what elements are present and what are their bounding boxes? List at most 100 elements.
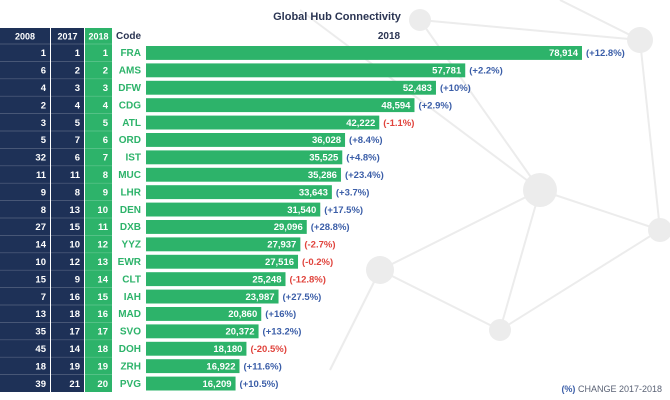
rank-2017-DOH: 14 — [69, 344, 80, 355]
bar-ATL — [146, 115, 380, 130]
value-label-CLT: 25,248 — [252, 274, 281, 285]
value-label-ATL: 42,222 — [346, 118, 375, 129]
bar-MAD — [146, 307, 262, 321]
bar-PVG — [146, 376, 236, 391]
rank-2017-EWR: 12 — [69, 257, 80, 268]
code-DOH: DOH — [119, 344, 141, 355]
change-label-CDG: (+2.9%) — [418, 100, 452, 111]
change-label-SVO: (+13.2%) — [263, 327, 302, 338]
rank-2018-EWR: 13 — [97, 257, 108, 268]
rank-2008-MUC: 11 — [36, 170, 47, 181]
code-IAH: IAH — [124, 292, 141, 303]
change-label-ORD: (+8.4%) — [349, 135, 383, 146]
value-label-EWR: 27,516 — [265, 257, 294, 268]
rank-2018-MUC: 8 — [103, 170, 108, 181]
change-label-FRA: (+12.8%) — [586, 48, 625, 59]
value-label-MAD: 20,860 — [228, 309, 257, 320]
rank-2008-LHR: 9 — [41, 187, 46, 198]
rank-2017-FRA: 1 — [75, 48, 81, 59]
rank-2008-CLT: 15 — [35, 274, 46, 285]
code-DXB: DXB — [120, 222, 141, 233]
change-label-MAD: (+16%) — [265, 309, 296, 320]
rank-2018-SVO: 17 — [97, 327, 108, 338]
rank-2008-DOH: 45 — [35, 344, 46, 355]
code-EWR: EWR — [118, 257, 142, 268]
code-LHR: LHR — [120, 187, 141, 198]
rank-2008-MAD: 13 — [35, 309, 46, 320]
bar-DXB — [146, 220, 307, 234]
rank-2017-ORD: 7 — [75, 135, 80, 146]
bar-SVO — [146, 324, 259, 339]
rank-2008-DXB: 27 — [35, 222, 46, 233]
value-label-DXB: 29,096 — [274, 222, 303, 233]
code-ATL: ATL — [122, 118, 141, 129]
rank-2017-CDG: 4 — [75, 100, 81, 111]
rank-2017-SVO: 17 — [69, 327, 80, 338]
rank-2017-LHR: 8 — [75, 187, 80, 198]
bar-CLT — [146, 272, 286, 287]
rank-2018-LHR: 9 — [103, 187, 108, 198]
legend-pct-label: (%) — [561, 384, 576, 394]
change-label-ATL: (-1.1%) — [383, 118, 414, 129]
code-AMS: AMS — [119, 66, 142, 77]
rank-2018-FRA: 1 — [103, 48, 109, 59]
change-label-IST: (+4.8%) — [346, 153, 380, 164]
rank-2017-ZRH: 19 — [69, 361, 80, 372]
change-label-EWR: (-0.2%) — [302, 257, 333, 268]
change-label-ZRH: (+11.6%) — [243, 361, 281, 372]
rank-2018-CLT: 14 — [97, 274, 108, 285]
rank-2018-DOH: 18 — [97, 344, 108, 355]
rank-2018-MAD: 16 — [97, 309, 108, 320]
value-label-MUC: 35,286 — [308, 170, 337, 181]
rank-2018-DEN: 10 — [97, 205, 108, 216]
value-label-CDG: 48,594 — [381, 100, 411, 111]
change-label-DXB: (+28.8%) — [311, 222, 350, 233]
rank-2018-IST: 7 — [103, 153, 108, 164]
change-label-DOH: (-20.5%) — [250, 344, 286, 355]
code-ORD: ORD — [119, 135, 141, 146]
change-label-LHR: (+3.7%) — [336, 187, 370, 198]
rank-2008-SVO: 35 — [35, 327, 46, 338]
rank-2017-MAD: 18 — [69, 309, 80, 320]
bar-AMS — [146, 63, 466, 78]
bar-DOH — [146, 341, 247, 356]
rank-2017-AMS: 2 — [75, 66, 80, 77]
value-label-FRA: 78,914 — [549, 48, 579, 59]
change-label-AMS: (+2.2%) — [469, 66, 503, 77]
value-label-ZRH: 16,922 — [206, 361, 235, 372]
bar-EWR — [146, 254, 299, 269]
rank-2008-YYZ: 14 — [35, 240, 46, 251]
rank-2008-ORD: 5 — [41, 135, 47, 146]
year-label: 2018 — [378, 31, 401, 42]
code-YYZ: YYZ — [122, 240, 141, 251]
value-label-IST: 35,525 — [309, 153, 339, 164]
rank-2008-PVG: 39 — [35, 379, 46, 390]
bar-YYZ — [146, 237, 301, 252]
value-label-DEN: 31,540 — [287, 205, 316, 216]
rank-2017-IAH: 16 — [69, 292, 80, 303]
rank-2018-IAH: 15 — [97, 292, 108, 303]
value-label-PVG: 16,209 — [202, 379, 231, 390]
change-label-DEN: (+17.5%) — [324, 205, 363, 216]
bar-IAH — [146, 289, 279, 304]
rank-2017-YYZ: 10 — [69, 240, 80, 251]
code-DEN: DEN — [120, 205, 141, 216]
rank-2008-DEN: 8 — [41, 205, 46, 216]
rank-2018-CDG: 4 — [103, 100, 109, 111]
code-FRA: FRA — [120, 48, 141, 59]
code-column-header: Code — [116, 31, 141, 42]
bar-ORD — [146, 133, 346, 147]
code-MUC: MUC — [118, 170, 141, 181]
rank-2008-CDG: 2 — [41, 100, 46, 111]
rank-2018-YYZ: 12 — [97, 240, 108, 251]
rank-2018-ATL: 5 — [103, 118, 109, 129]
value-label-AMS: 57,781 — [432, 66, 462, 77]
rank-2008-DFW: 4 — [41, 83, 47, 94]
rank-2008-EWR: 10 — [35, 257, 46, 268]
bar-ZRH — [146, 359, 240, 374]
change-label-CLT: (-12.8%) — [289, 274, 325, 285]
rank-2017-PVG: 21 — [69, 379, 80, 390]
rank-2008-ATL: 3 — [41, 118, 46, 129]
